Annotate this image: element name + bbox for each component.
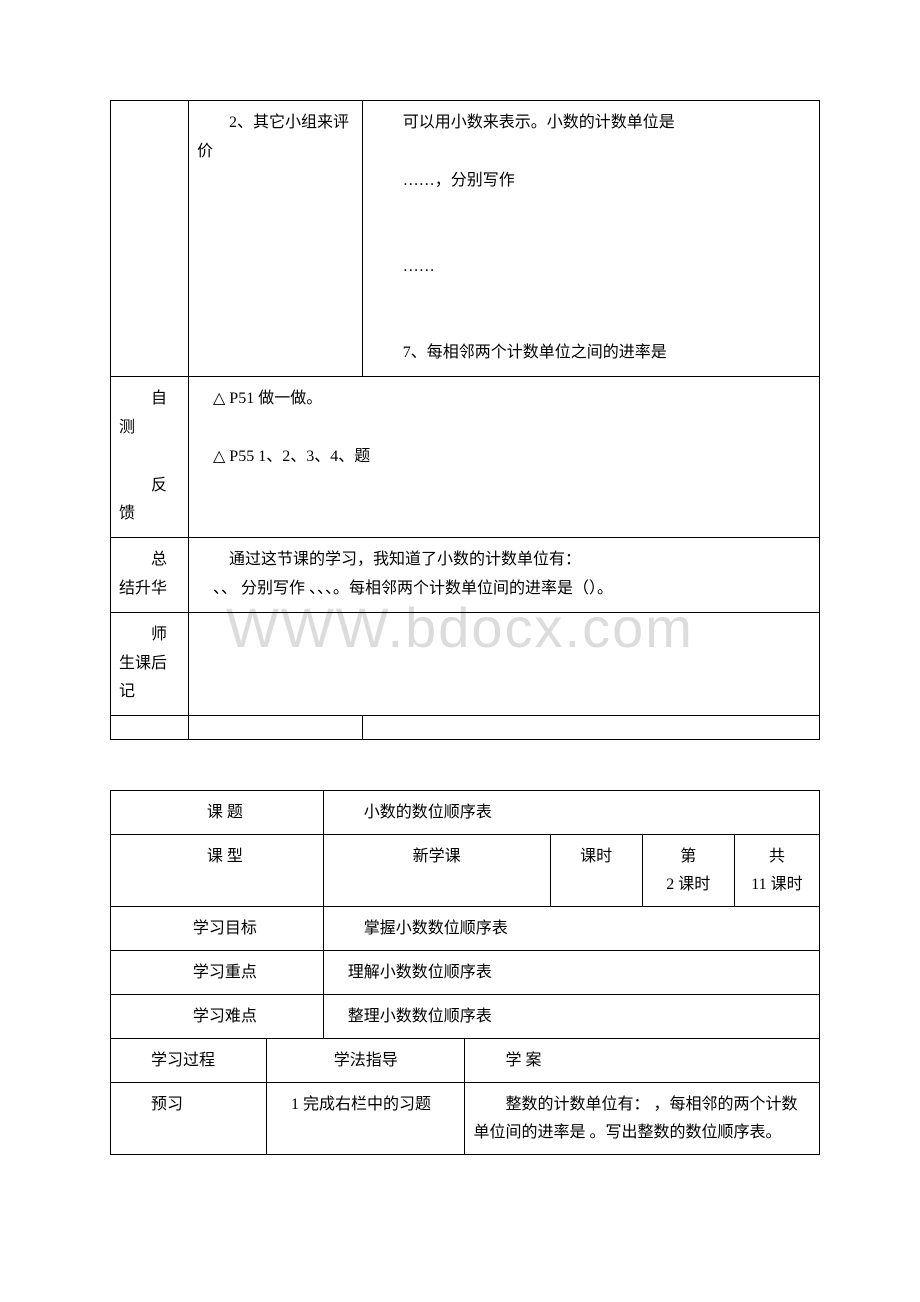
cell-empty [188, 716, 362, 740]
content-line: ……，分别写作 [371, 167, 811, 196]
content-text: 整理小数数位顺序表 [332, 1003, 811, 1030]
cell-type-content: 新学课 [323, 835, 550, 906]
cell-label-key: 学习重点 [111, 950, 324, 994]
cell-label-plan: 学 案 [465, 1039, 820, 1083]
page-content: 2、其它小组来评价 可以用小数来表示。小数的计数单位是 ……，分别写作 …… 7… [110, 100, 820, 1155]
content-line: △ P51 做一做。 [197, 385, 811, 414]
method-text: 2、其它小组来评价 [197, 109, 354, 167]
table-row: 师生课后记 [111, 612, 820, 715]
cell-summary-content: 通过这节课的学习，我知道了小数的计数单位有： 、、 分别写作 、、、。每相邻两个… [188, 538, 819, 613]
cell-period-total: 共 11 课时 [734, 835, 819, 906]
content-line: …… [371, 253, 811, 282]
cell-preview-content: 整数的计数单位有： ，每相邻的两个计数单位间的进率是 。写出整数的数位顺序表。 [465, 1083, 820, 1154]
cell-label-difficulty: 学习难点 [111, 995, 324, 1039]
cell-label-objective: 学习目标 [111, 906, 324, 950]
table-row: 2、其它小组来评价 可以用小数来表示。小数的计数单位是 ……，分别写作 …… 7… [111, 101, 820, 377]
table-2: 课 题 小数的数位顺序表 课 型 新学课 课时 第 2 课时 共 11 课时 学… [110, 790, 820, 1155]
cell-key-content: 理解小数数位顺序表 [323, 950, 819, 994]
content-line: 通过这节课的学习，我知道了小数的计数单位有： [197, 546, 811, 575]
cell-label-method: 学法指导 [266, 1039, 465, 1083]
cell-label-process: 学习过程 [111, 1039, 267, 1083]
cell-keshi: 课时 [550, 835, 642, 906]
cell-label-test-feedback: 自测 反馈 [111, 377, 189, 538]
cell-topic-content: 小数的数位顺序表 [323, 791, 819, 835]
table-row: 学习重点 理解小数数位顺序表 [111, 950, 820, 994]
content-text: 理解小数数位顺序表 [332, 959, 811, 986]
cell-preview-method: 1 完成右栏中的习题 [266, 1083, 465, 1154]
table-row: 自测 反馈 △ P51 做一做。 △ P55 1、2、3、4、题 [111, 377, 820, 538]
cell-label-notes: 师生课后记 [111, 612, 189, 715]
cell-objective-content: 掌握小数数位顺序表 [323, 906, 819, 950]
table-row: 预习 1 完成右栏中的习题 整数的计数单位有： ，每相邻的两个计数单位间的进率是… [111, 1083, 820, 1154]
cell-content: 可以用小数来表示。小数的计数单位是 ……，分别写作 …… 7、每相邻两个计数单位… [362, 101, 819, 377]
content-text: 掌握小数数位顺序表 [332, 915, 811, 942]
table-row: 总结升华 通过这节课的学习，我知道了小数的计数单位有： 、、 分别写作 、、、。… [111, 538, 820, 613]
content-text: 学 案 [473, 1047, 811, 1074]
table-row: 课 题 小数的数位顺序表 [111, 791, 820, 835]
cell-label-summary: 总结升华 [111, 538, 189, 613]
cell-method: 2、其它小组来评价 [188, 101, 362, 377]
content-line: 7、每相邻两个计数单位之间的进率是 [371, 339, 811, 368]
cell-label-preview: 预习 [111, 1083, 267, 1154]
content-text: 整数的计数单位有： ，每相邻的两个计数单位间的进率是 。写出整数的数位顺序表。 [473, 1091, 811, 1145]
cell-notes-content [188, 612, 819, 715]
content-text: 小数的数位顺序表 [332, 799, 811, 826]
content-text: 1 完成右栏中的习题 [275, 1091, 457, 1118]
content-line: 可以用小数来表示。小数的计数单位是 [371, 109, 811, 138]
cell-label-topic: 课 题 [111, 791, 324, 835]
content-line: △ P55 1、2、3、4、题 [197, 443, 811, 472]
table-row: 学习目标 掌握小数数位顺序表 [111, 906, 820, 950]
table-1: 2、其它小组来评价 可以用小数来表示。小数的计数单位是 ……，分别写作 …… 7… [110, 100, 820, 740]
content-line: 、、 分别写作 、、、。每相邻两个计数单位间的进率是（）。 [197, 575, 811, 604]
table-row [111, 716, 820, 740]
spacer [110, 740, 820, 790]
cell-label-type: 课 型 [111, 835, 324, 906]
cell-period-num: 第 2 课时 [642, 835, 734, 906]
table-row: 学习过程 学法指导 学 案 [111, 1039, 820, 1083]
cell-empty [362, 716, 819, 740]
cell-empty [111, 716, 189, 740]
cell-test-feedback-content: △ P51 做一做。 △ P55 1、2、3、4、题 [188, 377, 819, 538]
table-row: 课 型 新学课 课时 第 2 课时 共 11 课时 [111, 835, 820, 906]
cell-label-empty [111, 101, 189, 377]
table-row: 学习难点 整理小数数位顺序表 [111, 995, 820, 1039]
cell-difficulty-content: 整理小数数位顺序表 [323, 995, 819, 1039]
